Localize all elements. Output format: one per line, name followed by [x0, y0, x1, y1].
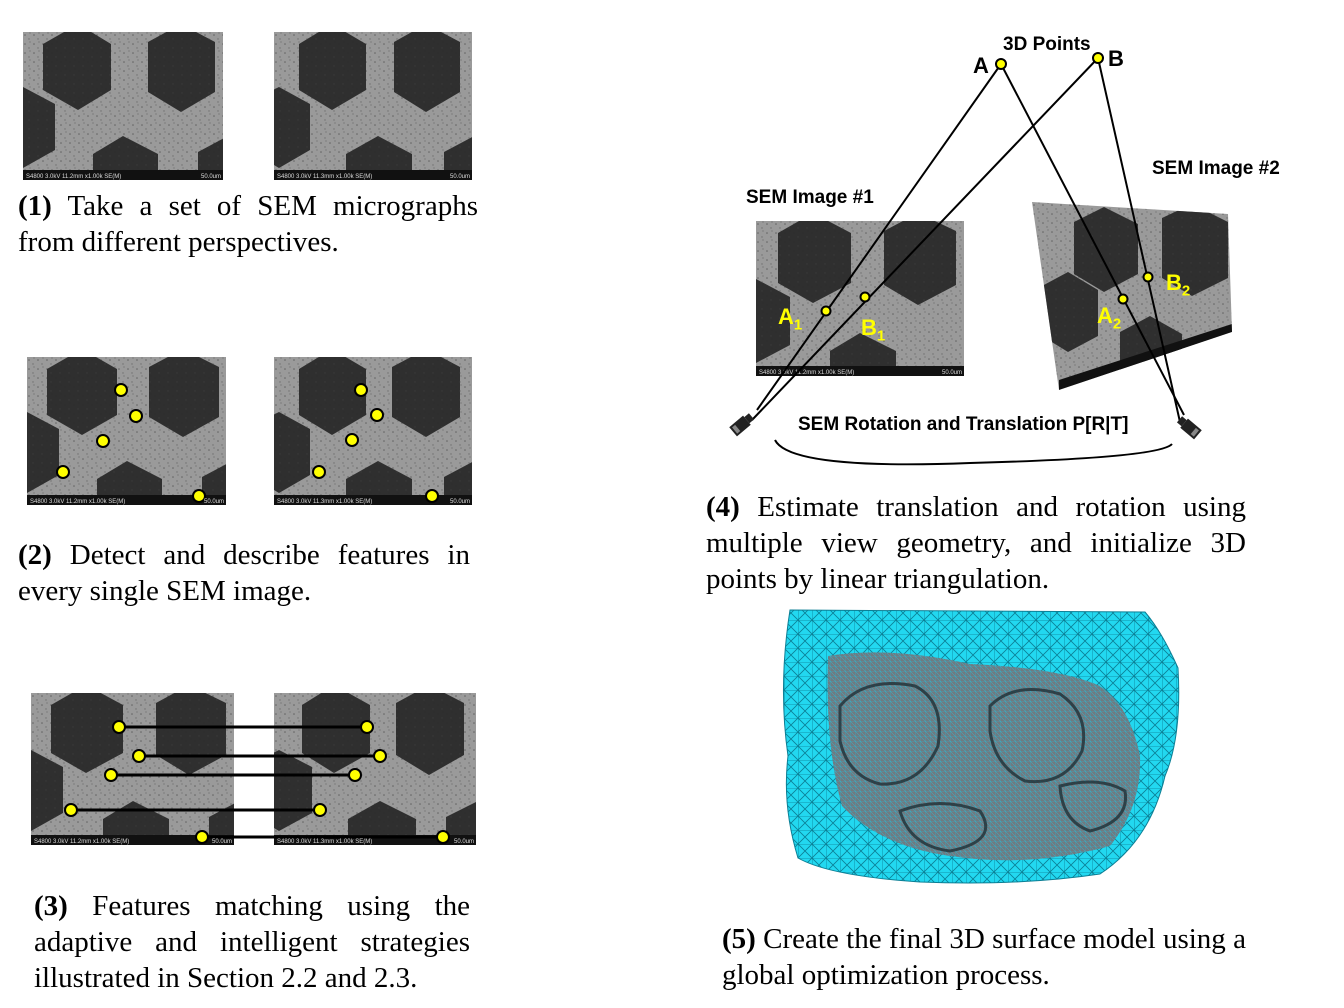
step5-caption: (5) Create the final 3D surface model us… — [722, 921, 1246, 993]
b2-sub: 2 — [1181, 282, 1191, 300]
step1-number: (1) — [18, 190, 52, 222]
feature-point — [64, 803, 78, 817]
feature-point — [104, 768, 118, 782]
sem-info-text: S4800 3.0kV 11.3mm x1.00k SE(M) — [277, 174, 372, 180]
step3-caption: (3) Features matching using the adaptive… — [34, 888, 470, 996]
sem-scale-text: 50.0um — [212, 839, 232, 845]
a2-letter: A — [1097, 303, 1113, 328]
point-a2 — [1117, 293, 1129, 305]
sem-image-step1-right: S4800 3.0kV 11.3mm x1.00k SE(M) 50.0um — [274, 32, 472, 180]
a1-sub: 1 — [793, 316, 803, 334]
feature-point — [348, 768, 362, 782]
sem-image-step2-left: S4800 3.0kV 11.2mm x1.00k SE(M) 50.0um — [27, 357, 226, 505]
point-a1 — [820, 305, 832, 317]
sem-scale-text: 50.0um — [204, 499, 224, 505]
sem-info-text: S4800 3.0kV 11.2mm x1.00k SE(M) — [26, 174, 121, 180]
b2-label: B2 — [1166, 270, 1190, 299]
sem-scale-text: 50.0um — [942, 370, 962, 376]
step5-text: Create the final 3D surface model using … — [722, 923, 1246, 991]
point-b1 — [859, 291, 871, 303]
sem-image-2 — [1032, 202, 1232, 390]
feature-point — [312, 465, 326, 479]
a2-label: A2 — [1097, 303, 1121, 332]
step1-text: Take a set of SEM micrographs from diffe… — [18, 190, 478, 258]
sem-scale-text: 50.0um — [201, 174, 221, 180]
point-b — [1092, 52, 1104, 64]
a1-label: A1 — [778, 304, 802, 333]
feature-point — [114, 383, 128, 397]
feature-point — [370, 408, 384, 422]
b1-label: B1 — [861, 315, 885, 344]
step4-caption: (4) Estimate translation and rotation us… — [706, 489, 1246, 597]
step3-number: (3) — [34, 890, 68, 922]
sem-image-step3-left: S4800 3.0kV 11.2mm x1.00k SE(M) 50.0um — [31, 693, 234, 845]
step2-text: Detect and describe features in every si… — [18, 539, 470, 607]
sem-scale-text: 50.0um — [450, 499, 470, 505]
feature-point — [354, 383, 368, 397]
motion-label: SEM Rotation and Translation P[R|T] — [798, 414, 1129, 435]
feature-point — [345, 433, 359, 447]
point-a-label: A — [973, 53, 989, 78]
camera-left-icon — [729, 413, 755, 437]
sem-image-step3-right: S4800 3.0kV 11.3mm x1.00k SE(M) 50.0um — [274, 693, 476, 845]
step4-number: (4) — [706, 491, 740, 523]
sem-info-text: S4800 3.0kV 11.2mm x1.00k SE(M) — [30, 499, 125, 505]
motion-arc — [774, 439, 1173, 466]
sem-info-text: S4800 3.0kV 11.3mm x1.00k SE(M) — [277, 499, 372, 505]
step2-number: (2) — [18, 539, 52, 571]
feature-point — [313, 803, 327, 817]
feature-point — [132, 749, 146, 763]
step3-text: Features matching using the adaptive and… — [34, 890, 470, 994]
feature-point — [360, 720, 374, 734]
sem-scale-text: 50.0um — [450, 174, 470, 180]
sem-image-step1-left: S4800 3.0kV 11.2mm x1.00k SE(M) 50.0um — [23, 32, 223, 180]
feature-point — [56, 465, 70, 479]
feature-point — [112, 720, 126, 734]
sem-image-step2-right: S4800 3.0kV 11.3mm x1.00k SE(M) 50.0um — [274, 357, 472, 505]
sem-info-text: S4800 3.0kV 11.3mm x1.00k SE(M) — [277, 839, 372, 845]
step5-number: (5) — [722, 923, 756, 955]
feature-point — [195, 830, 209, 844]
image2-title: SEM Image #2 — [1152, 158, 1280, 179]
feature-point — [129, 409, 143, 423]
b1-letter: B — [861, 315, 877, 340]
b1-sub: 1 — [876, 327, 886, 345]
a1-letter: A — [778, 304, 794, 329]
feature-point — [436, 830, 450, 844]
sem-info-text: S4800 3.0kV 11.2mm x1.00k SE(M) — [759, 370, 854, 376]
step1-caption: (1) Take a set of SEM micrographs from d… — [18, 188, 478, 260]
step4-text: Estimate translation and rotation using … — [706, 491, 1246, 595]
step2-caption: (2) Detect and describe features in ever… — [18, 537, 470, 609]
feature-point — [373, 749, 387, 763]
image1-title: SEM Image #1 — [746, 187, 874, 208]
b2-letter: B — [1166, 270, 1182, 295]
feature-point — [192, 489, 206, 503]
point-a — [995, 58, 1007, 70]
feature-point — [96, 434, 110, 448]
camera-right-icon — [1176, 416, 1202, 440]
3d-surface-model — [782, 609, 1180, 884]
point-b2 — [1142, 271, 1154, 283]
a2-sub: 2 — [1112, 315, 1122, 333]
sem-info-text: S4800 3.0kV 11.2mm x1.00k SE(M) — [34, 839, 129, 845]
sem-scale-text: 50.0um — [454, 839, 474, 845]
points-title: 3D Points — [1003, 34, 1091, 55]
feature-point — [425, 489, 439, 503]
point-b-label: B — [1108, 46, 1124, 71]
